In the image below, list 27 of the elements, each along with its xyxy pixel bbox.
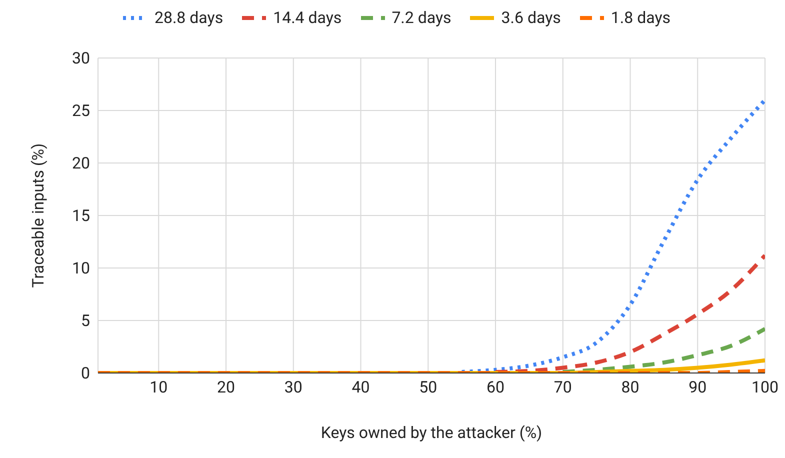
x-tick-label: 90 bbox=[688, 377, 707, 396]
x-tick-label: 70 bbox=[554, 377, 572, 396]
legend-label: 3.6 days bbox=[500, 8, 561, 27]
x-tick-label: 50 bbox=[419, 377, 438, 396]
y-tick-label: 20 bbox=[72, 154, 90, 173]
y-tick-label: 25 bbox=[72, 101, 90, 120]
line-series bbox=[460, 98, 765, 373]
x-tick-label: 30 bbox=[284, 377, 302, 396]
legend-label: 1.8 days bbox=[610, 8, 671, 27]
y-tick-label: 15 bbox=[72, 206, 90, 226]
line-series bbox=[494, 253, 765, 373]
y-tick-label: 0 bbox=[81, 364, 90, 383]
x-tick-label: 100 bbox=[752, 377, 778, 396]
x-tick-label: 60 bbox=[486, 377, 505, 396]
legend-label: 28.8 days bbox=[153, 8, 224, 27]
y-tick-label: 5 bbox=[81, 311, 90, 330]
legend-label: 14.4 days bbox=[272, 8, 342, 27]
legend-label: 7.2 days bbox=[390, 8, 452, 27]
x-axis-title: Keys owned by the attacker (%) bbox=[320, 423, 542, 442]
line-series bbox=[560, 326, 765, 373]
y-tick-label: 10 bbox=[72, 258, 90, 278]
x-tick-label: 10 bbox=[150, 377, 168, 396]
y-axis-title: Traceable inputs (%) bbox=[28, 143, 48, 288]
x-tick-label: 40 bbox=[352, 377, 370, 396]
y-tick-label: 30 bbox=[72, 48, 90, 68]
x-tick-label: 80 bbox=[621, 377, 640, 396]
x-tick-label: 20 bbox=[217, 377, 236, 396]
